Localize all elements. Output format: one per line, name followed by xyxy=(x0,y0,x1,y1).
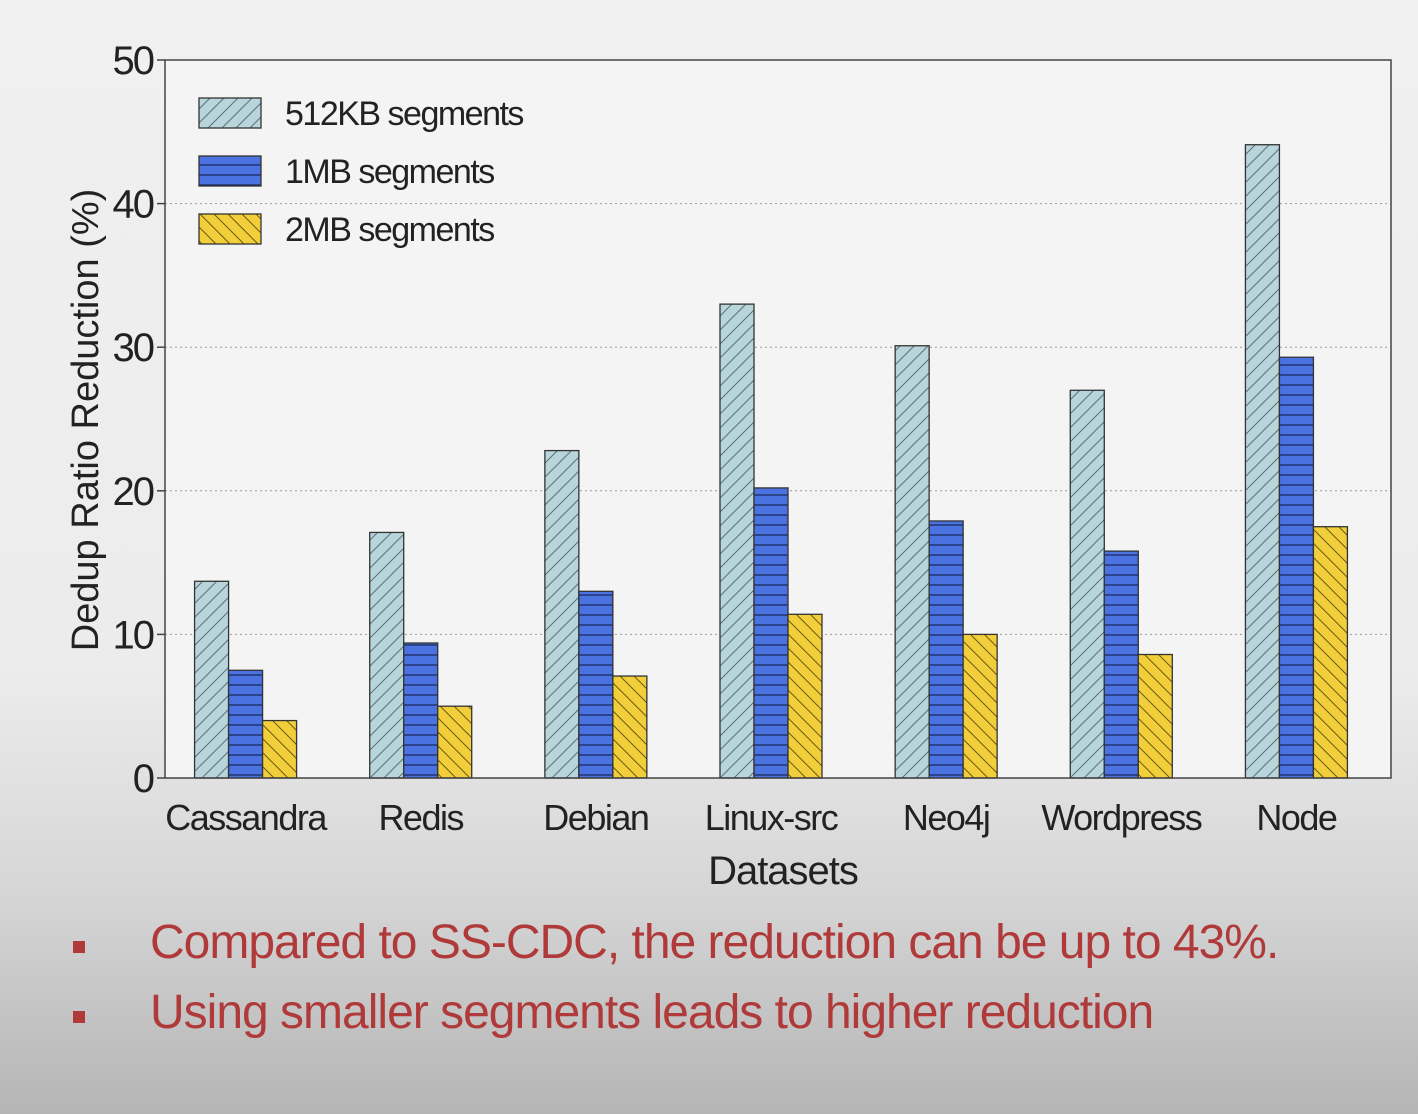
x-tick-label: Neo4j xyxy=(903,797,990,838)
bar-hatch xyxy=(1244,144,1281,779)
bar xyxy=(437,705,473,779)
grid-lines xyxy=(165,203,1391,635)
bar xyxy=(1244,144,1281,779)
bar xyxy=(1278,356,1315,779)
x-axis: Cassandra Redis Debian Linux-src Neo4j Wordpr… xyxy=(165,797,1338,838)
y-tick-label: 30 xyxy=(113,326,154,370)
legend-label: 1MB segments xyxy=(285,153,494,191)
bar xyxy=(787,613,823,779)
bar xyxy=(962,633,998,779)
bar-hatch xyxy=(928,520,964,779)
bar-hatch xyxy=(612,675,648,779)
bar-hatch xyxy=(1278,356,1315,779)
x-tick-label: Redis xyxy=(378,797,463,838)
bar-hatch xyxy=(403,642,439,779)
bars xyxy=(193,144,1349,779)
bar-chart: 0 10 20 30 40 50 Cassandra Redis Debian Linux-sr… xyxy=(65,39,1392,893)
bar-hatch xyxy=(1137,653,1173,779)
y-tick-label: 20 xyxy=(113,470,154,514)
x-tick-label: Cassandra xyxy=(165,797,328,838)
bullet-marker xyxy=(73,1011,85,1023)
bar xyxy=(193,580,230,779)
bar-hatch xyxy=(227,669,264,779)
bar-hatch xyxy=(544,449,580,779)
bar xyxy=(1069,389,1105,779)
bar xyxy=(1312,526,1349,779)
bar xyxy=(578,590,614,779)
bar-hatch xyxy=(753,487,789,779)
y-tick-label: 0 xyxy=(133,757,154,801)
legend-label: 512KB segments xyxy=(285,95,523,133)
legend-swatch-hatch xyxy=(198,97,262,129)
bar xyxy=(612,675,648,779)
x-tick-label: Wordpress xyxy=(1041,797,1201,838)
bar-hatch xyxy=(1069,389,1105,779)
plot-frame xyxy=(164,59,1392,779)
bar xyxy=(753,487,789,779)
bar xyxy=(719,303,755,779)
bar xyxy=(894,345,930,779)
bar xyxy=(1137,653,1173,779)
bar xyxy=(369,531,405,779)
y-axis: 0 10 20 30 40 50 xyxy=(113,39,165,801)
bar-hatch xyxy=(437,705,473,779)
bar-hatch xyxy=(1103,550,1139,779)
bar-hatch xyxy=(578,590,614,779)
legend-swatch-hatch xyxy=(198,213,262,245)
bullet-marker xyxy=(73,941,85,953)
legend-swatch-hatch xyxy=(198,155,262,187)
y-tick-label: 50 xyxy=(113,39,154,83)
x-tick-label: Debian xyxy=(543,797,648,838)
bar-hatch xyxy=(193,580,230,779)
bar xyxy=(928,520,964,779)
bar-hatch xyxy=(894,345,930,779)
bar-hatch xyxy=(261,719,298,779)
bar xyxy=(403,642,439,779)
y-axis-label: Dedup Ratio Reduction (%) xyxy=(65,189,107,652)
bullet-text: Compared to SS-CDC, the reduction can be… xyxy=(150,916,1279,969)
bar xyxy=(1103,550,1139,779)
y-tick-label: 10 xyxy=(113,613,154,657)
bar-hatch xyxy=(962,633,998,779)
bullet-text: Using smaller segments leads to higher r… xyxy=(150,986,1154,1039)
bar-hatch xyxy=(369,531,405,779)
x-axis-label: Datasets xyxy=(708,849,858,893)
legend: 512KB segments 1MB segments 2MB segments xyxy=(198,95,525,249)
bullet-item: Compared to SS-CDC, the reduction can be… xyxy=(0,915,1400,985)
bar xyxy=(544,449,580,779)
bar xyxy=(261,719,298,779)
bar-hatch xyxy=(719,303,755,779)
y-tick-label: 40 xyxy=(113,183,154,227)
bar-hatch xyxy=(1312,526,1349,779)
legend-label: 2MB segments xyxy=(285,211,494,249)
bar-hatch xyxy=(787,613,823,779)
legend-item: 512KB segments xyxy=(198,95,525,133)
x-tick-label: Linux-src xyxy=(705,797,839,838)
bullet-item: Using smaller segments leads to higher r… xyxy=(0,985,1400,1055)
legend-item: 1MB segments xyxy=(198,153,496,191)
legend-item: 2MB segments xyxy=(198,211,496,249)
bar xyxy=(227,669,264,779)
x-tick-label: Node xyxy=(1256,797,1337,838)
